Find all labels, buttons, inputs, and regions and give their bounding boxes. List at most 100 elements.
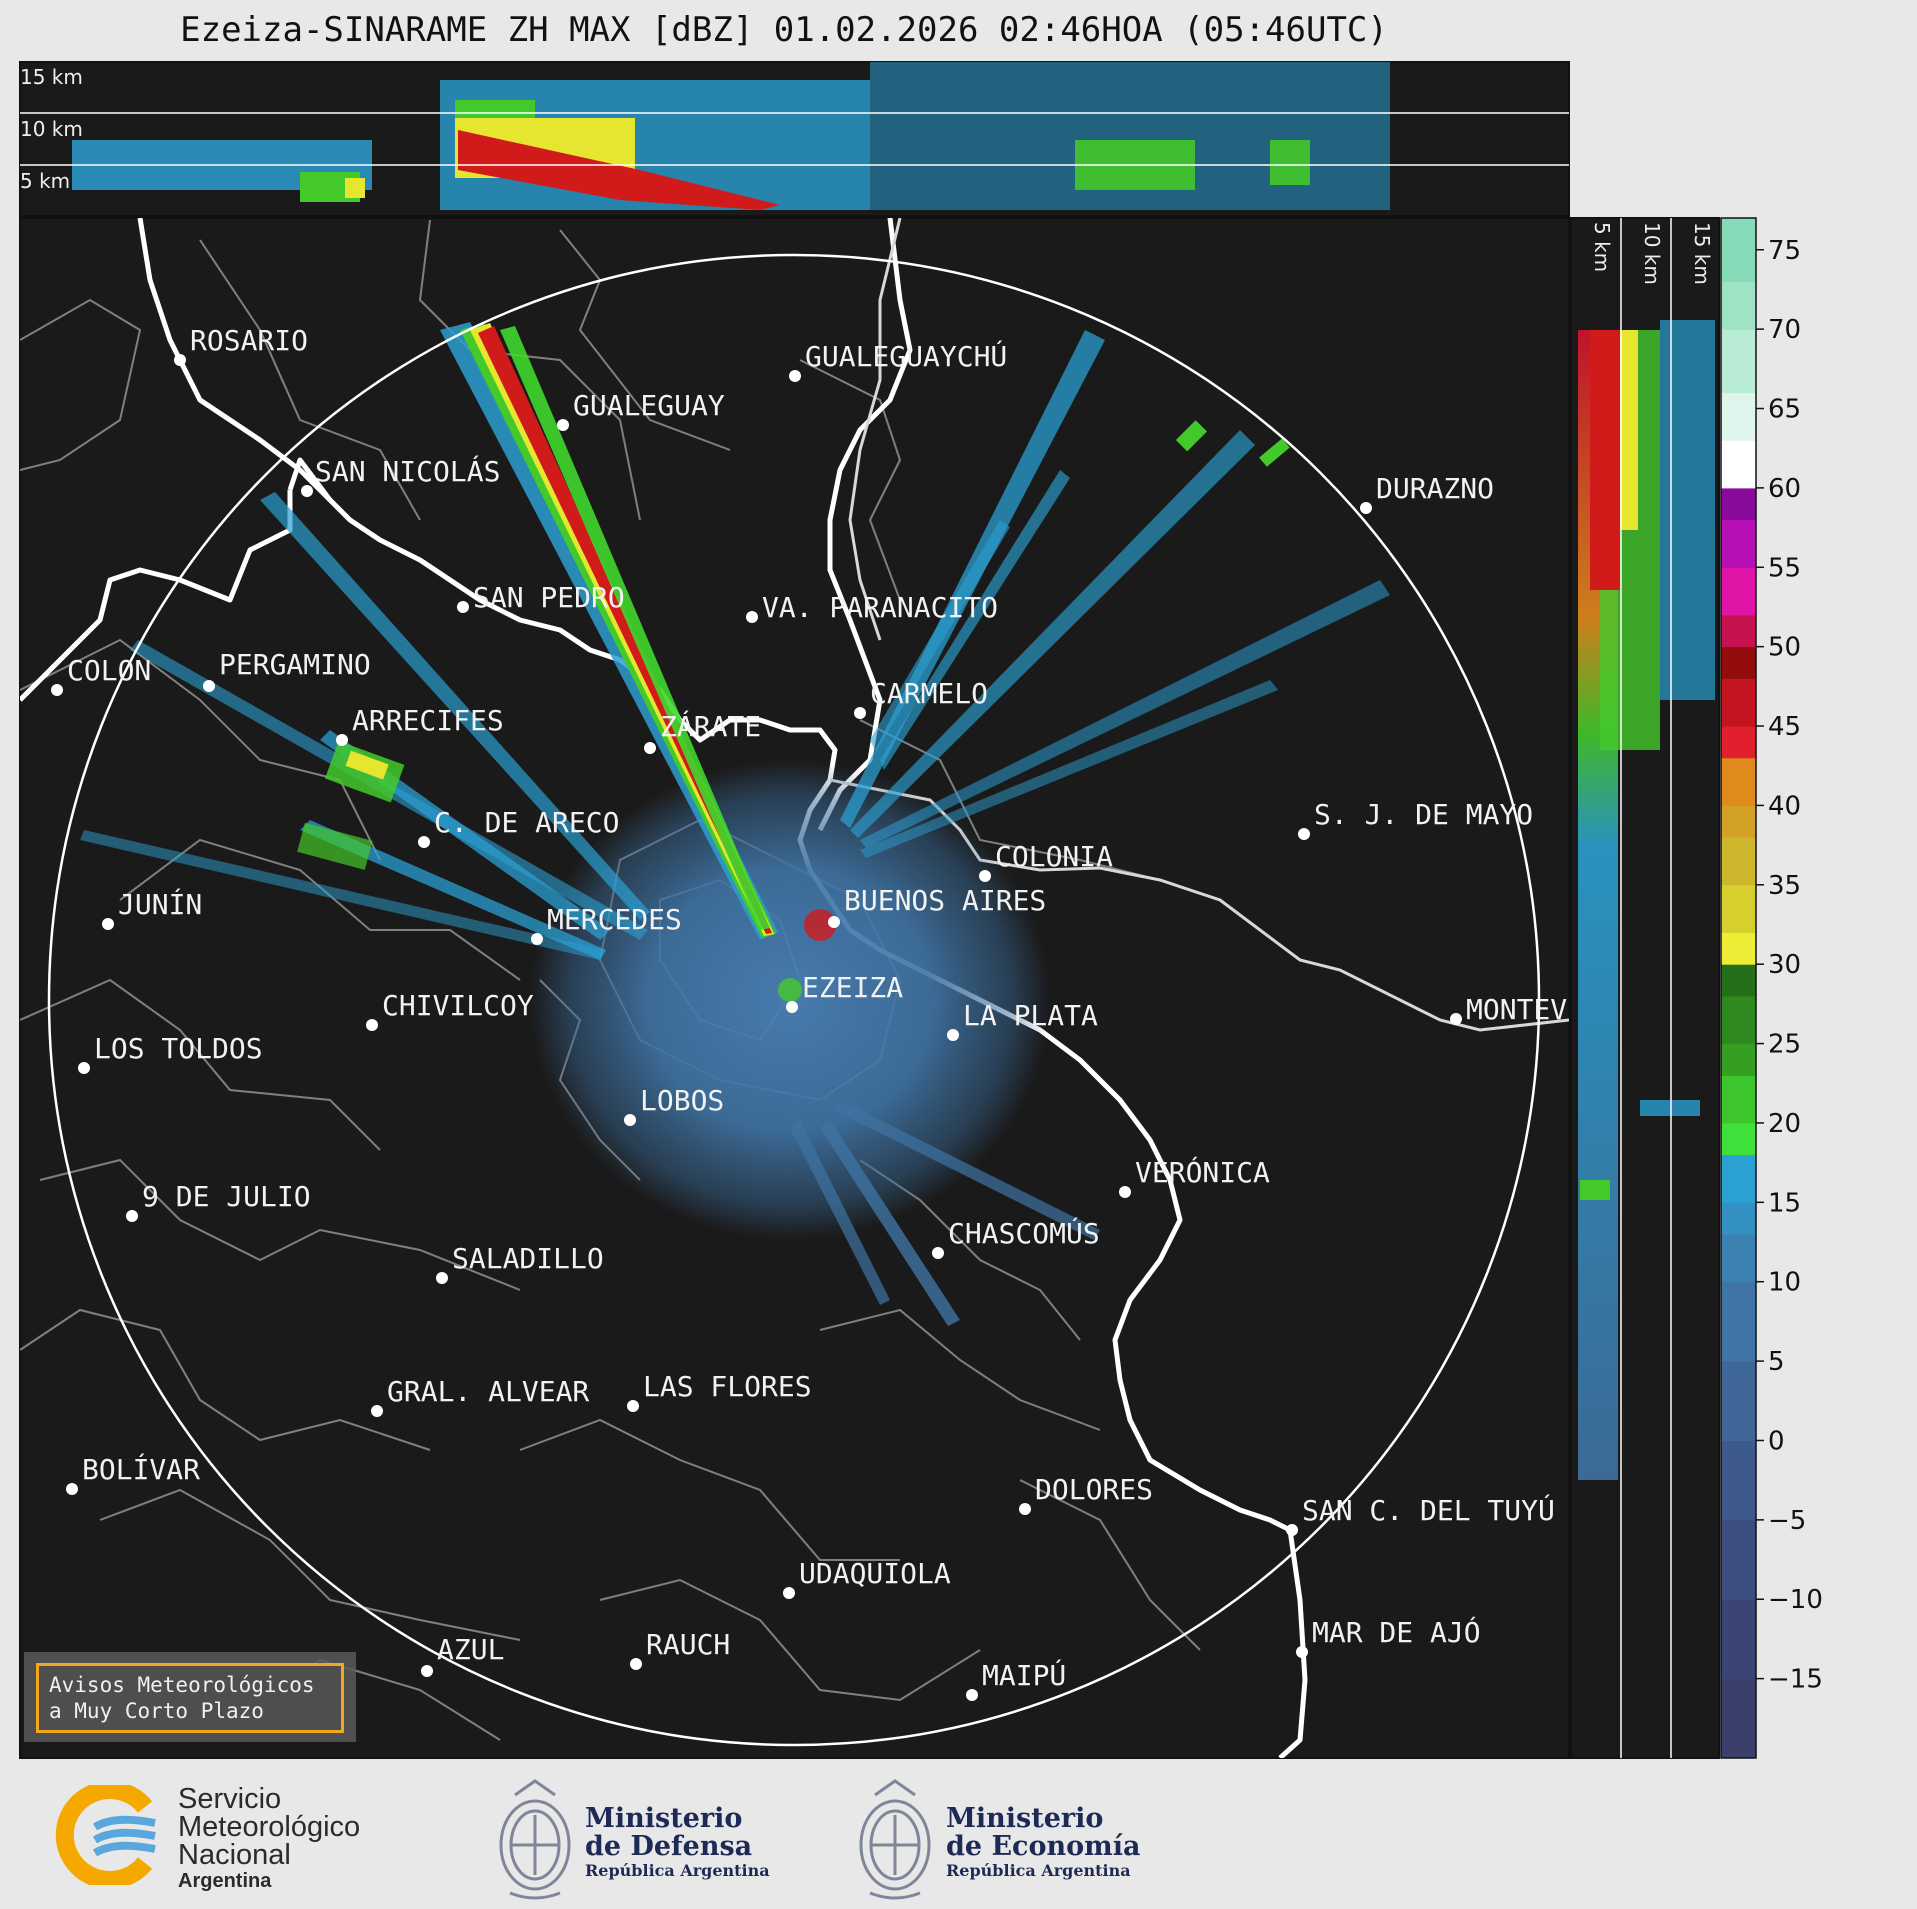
colorbar-tick-label: 0 bbox=[1768, 1426, 1785, 1456]
radar-figure: 15 km 10 km 5 km bbox=[19, 61, 1823, 1759]
city-marker-chivilcoy bbox=[366, 1019, 378, 1031]
aviso-line1: Avisos Meteorológicos bbox=[49, 1673, 315, 1697]
city-marker-chascom-s bbox=[932, 1247, 944, 1259]
colorbar-band bbox=[1721, 487, 1756, 521]
defensa-sub: República Argentina bbox=[585, 1861, 770, 1880]
city-marker-carmelo bbox=[854, 707, 866, 719]
city-label-gral-alvear: GRAL. ALVEAR bbox=[387, 1375, 589, 1408]
economia-sub: República Argentina bbox=[946, 1861, 1131, 1880]
city-label-mercedes: MERCEDES bbox=[547, 903, 682, 936]
city-label-maip: MAIPÚ bbox=[982, 1658, 1066, 1692]
defensa-line1: Ministerio bbox=[585, 1803, 743, 1834]
colorbar-tick-label: 5 bbox=[1768, 1347, 1785, 1377]
city-marker-la-plata bbox=[947, 1029, 959, 1041]
colorbar-band bbox=[1721, 614, 1756, 648]
colorbar-tick-label: 35 bbox=[1768, 871, 1801, 901]
city-marker-c-de-areco bbox=[418, 836, 430, 848]
colorbar-band bbox=[1721, 1154, 1756, 1203]
city-marker-ver-nica bbox=[1119, 1186, 1131, 1198]
colorbar-tick-label: 45 bbox=[1768, 712, 1801, 742]
city-marker-ezeiza bbox=[786, 1001, 798, 1013]
city-label-lobos: LOBOS bbox=[640, 1084, 724, 1117]
city-label-dolores: DOLORES bbox=[1035, 1473, 1153, 1506]
map-title: Ezeiza-SINARAME ZH MAX [dBZ] 01.02.2026 … bbox=[180, 10, 1388, 50]
colorbar-band bbox=[1721, 218, 1756, 283]
city-label-9-de-julio: 9 DE JULIO bbox=[142, 1180, 311, 1213]
city-layer: ROSARIO GUALEGUAYCHÚ GUALEGUAY SAN NICOLÁS D… bbox=[51, 324, 1635, 1716]
colorbar-tick-label: 50 bbox=[1768, 633, 1801, 663]
side-height-label-10: 10 km bbox=[1640, 222, 1664, 285]
city-marker-s-j-de-mayo bbox=[1298, 828, 1310, 840]
colorbar-band bbox=[1721, 1122, 1756, 1156]
city-marker-colon bbox=[51, 684, 63, 696]
city-marker-san-nicol-s bbox=[301, 485, 313, 497]
colorbar-tick-label: 20 bbox=[1768, 1109, 1801, 1139]
colorbar-band bbox=[1721, 932, 1756, 965]
city-marker-pergamino bbox=[203, 680, 215, 692]
city-marker-azul bbox=[421, 1665, 433, 1677]
colorbar-band bbox=[1721, 805, 1756, 838]
top-height-label-15: 15 km bbox=[20, 65, 83, 89]
city-marker-buenos-aires bbox=[828, 916, 840, 928]
side-height-label-5: 5 km bbox=[1590, 222, 1614, 272]
smn-line2: Meteorológico bbox=[178, 1811, 361, 1843]
colorbar-band bbox=[1721, 392, 1756, 441]
colorbar-band bbox=[1721, 884, 1756, 933]
city-label-colonia: COLONIA bbox=[995, 840, 1113, 873]
city-label-rosario: ROSARIO bbox=[190, 324, 308, 357]
city-label-c-de-areco: C. DE ARECO bbox=[434, 806, 619, 839]
colorbar-frame bbox=[1720, 217, 1757, 1759]
colorbar-tick-label: 40 bbox=[1768, 791, 1801, 821]
city-marker-jun-n bbox=[102, 918, 114, 930]
colorbar-band bbox=[1721, 995, 1756, 1045]
colorbar-band bbox=[1721, 1281, 1756, 1362]
city-label-las-flores: LAS FLORES bbox=[643, 1370, 812, 1403]
colorbar-tick-label: −10 bbox=[1768, 1585, 1823, 1615]
smn-line3: Nacional bbox=[178, 1839, 291, 1871]
city-label-jun-n: JUNÍN bbox=[118, 887, 202, 921]
city-marker-montevideo bbox=[1450, 1013, 1462, 1025]
colorbar-band bbox=[1721, 1234, 1756, 1283]
colorbar-band bbox=[1721, 837, 1756, 886]
city-marker-las-flores bbox=[627, 1400, 639, 1412]
city-marker-rauch bbox=[630, 1658, 642, 1670]
colorbar-tick-label: −5 bbox=[1768, 1506, 1806, 1536]
city-marker-lobos bbox=[624, 1114, 636, 1126]
top-height-label-10: 10 km bbox=[20, 117, 83, 141]
colorbar-tick-label: 55 bbox=[1768, 553, 1801, 583]
city-marker-san-pedro bbox=[457, 601, 469, 613]
colorbar-band bbox=[1721, 519, 1756, 568]
aviso-line2: a Muy Corto Plazo bbox=[49, 1699, 264, 1723]
radar-echoes bbox=[80, 322, 1390, 1326]
city-label-la-plata: LA PLATA bbox=[963, 999, 1098, 1032]
side-height-panel: 5 km 10 km 15 km bbox=[1570, 217, 1720, 1759]
city-marker-gualeguaych bbox=[789, 370, 801, 382]
colorbar-band bbox=[1721, 567, 1756, 616]
city-label-colon: COLON bbox=[67, 654, 151, 687]
smn-country: Argentina bbox=[178, 1870, 272, 1892]
city-label-ezeiza: EZEIZA bbox=[802, 971, 903, 1004]
avisos-link-button[interactable]: Avisos Meteorológicos a Muy Corto Plazo bbox=[36, 1663, 344, 1733]
city-marker-san-c-del-tuy bbox=[1286, 1524, 1298, 1536]
footer-logos: Servicio Meteorológico Nacional Argentin… bbox=[0, 1765, 1917, 1909]
city-label-arrecifes: ARRECIFES bbox=[352, 704, 504, 737]
city-label-san-nicol-s: SAN NICOLÁS bbox=[315, 454, 500, 488]
economia-line1: Ministerio bbox=[946, 1803, 1104, 1834]
top-panel-echoes bbox=[72, 62, 1390, 210]
map-panel: ROSARIO GUALEGUAYCHÚ GUALEGUAY SAN NICOLÁS D… bbox=[19, 217, 1635, 1759]
city-label-montevideo: MONTEVIDEO bbox=[1466, 993, 1635, 1026]
top-height-label-5: 5 km bbox=[20, 169, 70, 193]
side-height-label-15: 15 km bbox=[1690, 222, 1714, 285]
colorbar-band bbox=[1721, 1519, 1756, 1600]
colorbar-band bbox=[1721, 440, 1756, 489]
city-marker-durazno bbox=[1360, 502, 1372, 514]
city-marker-bol-var bbox=[66, 1483, 78, 1495]
city-label-durazno: DURAZNO bbox=[1376, 472, 1494, 505]
city-label-gualeguay: GUALEGUAY bbox=[573, 389, 725, 422]
city-marker-maip bbox=[966, 1689, 978, 1701]
colorbar-band bbox=[1721, 1202, 1756, 1235]
city-marker-saladillo bbox=[436, 1272, 448, 1284]
colorbar-band bbox=[1721, 678, 1756, 727]
colorbar-band bbox=[1721, 1440, 1756, 1521]
